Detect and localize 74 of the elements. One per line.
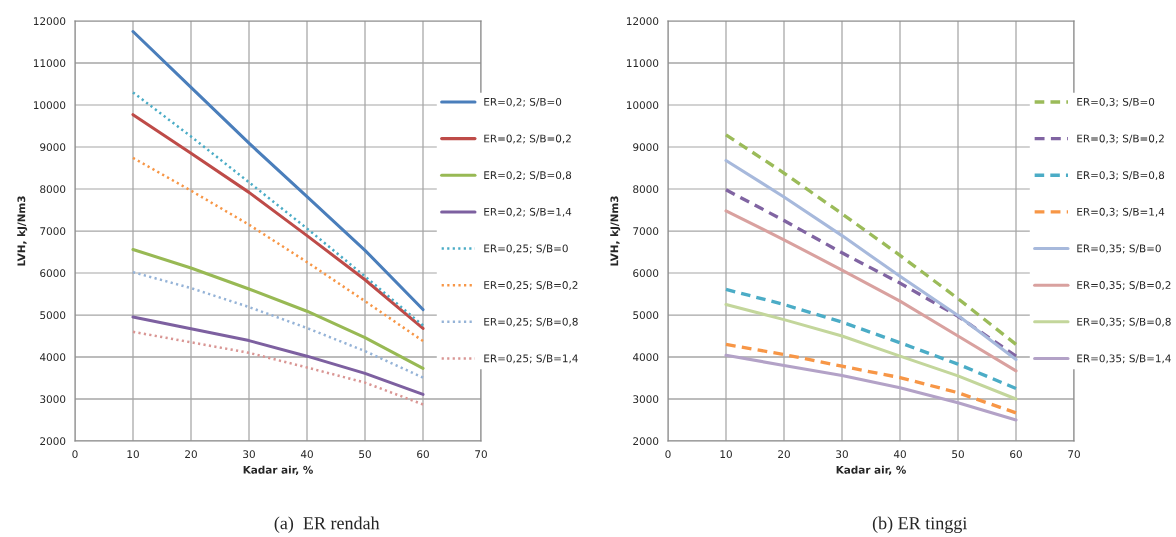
- y-tick-label: 2000: [40, 437, 66, 446]
- line-series: [724, 302, 1018, 401]
- y-tick-label: 5000: [40, 311, 66, 320]
- x-tick-label: 30: [836, 450, 848, 459]
- y-tick-label: 11000: [626, 59, 659, 68]
- y-tick-label: 12000: [33, 17, 66, 26]
- y-tick-label: 6000: [40, 269, 66, 278]
- legend-label: ER=0,35; S/B=0,2: [1077, 281, 1171, 291]
- y-tick-label: 11000: [33, 59, 66, 68]
- text: (a) ER rendah: [274, 516, 380, 533]
- y-tick-label: 4000: [632, 353, 659, 362]
- x-tick-label: 70: [1068, 450, 1080, 459]
- legend-label: ER=0,35; S/B=0,8: [1077, 317, 1171, 327]
- x-tick-label: 30: [243, 450, 255, 459]
- y-tick-label: 12000: [626, 17, 659, 26]
- legend-label: ER=0,3; S/B=1,4: [1077, 207, 1165, 217]
- legend-label: ER=0,25; S/B=1,4: [484, 354, 578, 364]
- legend-label: ER=0,25; S/B=0,8: [484, 317, 578, 327]
- x-tick-label: 40: [893, 450, 906, 459]
- x-tick-label: 60: [1010, 450, 1022, 459]
- line-series: [724, 287, 1018, 391]
- x-axis-title: Kadar air, %: [836, 465, 906, 476]
- x-tick-label: 70: [475, 450, 487, 459]
- x-axis-title: Kadar air, %: [243, 465, 313, 476]
- line-series: [131, 29, 425, 312]
- y-tick-label: 7000: [40, 227, 66, 236]
- legend-label: ER=0,35; S/B=0: [1077, 244, 1161, 254]
- y-tick-label: 2000: [633, 437, 659, 446]
- line-series: [724, 133, 1018, 347]
- y-tick-label: 8000: [40, 185, 66, 194]
- line-series: [724, 353, 1018, 422]
- x-tick-label: 0: [72, 450, 78, 459]
- y-tick-label: 10000: [33, 101, 66, 110]
- y-tick-label: 10000: [626, 101, 659, 110]
- x-tick-label: 10: [720, 450, 732, 459]
- y-tick-label: 4000: [39, 353, 66, 362]
- x-tick-label: 0: [665, 450, 671, 459]
- line-series: [724, 158, 1018, 362]
- legend-label: ER=0,3; S/B=0,8: [1077, 171, 1165, 181]
- y-tick-label: 9000: [40, 143, 66, 152]
- y-tick-label: 8000: [633, 185, 659, 194]
- x-tick-label: 10: [127, 450, 139, 459]
- legend-label: ER=0,3; S/B=0: [1077, 97, 1155, 107]
- line-series: [131, 156, 425, 343]
- x-tick-label: 50: [359, 450, 371, 459]
- y-tick-label: 3000: [633, 395, 659, 404]
- legend-label: ER=0,35; S/B=1,4: [1077, 354, 1171, 364]
- y-tick-label: 5000: [633, 311, 659, 320]
- line-series: [131, 315, 425, 396]
- y-axis-title: LVH, kJ/Nm3: [610, 196, 621, 266]
- x-tick-label: 50: [952, 450, 964, 459]
- text: (b) ER tinggi: [872, 516, 968, 534]
- x-tick-label: 20: [778, 450, 790, 459]
- x-tick-label: 60: [417, 450, 429, 459]
- x-tick-label: 40: [300, 450, 313, 459]
- legend-label: ER=0,3; S/B=0,2: [1077, 134, 1164, 144]
- y-tick-label: 6000: [633, 269, 659, 278]
- y-tick-label: 9000: [633, 143, 659, 152]
- line-series: [131, 270, 425, 379]
- line-series: [724, 209, 1018, 373]
- legend-label: ER=0,2; S/B=0,2: [484, 134, 571, 144]
- line-series: [131, 247, 425, 370]
- line-series: [724, 342, 1018, 415]
- legend-label: ER=0,25; S/B=0: [484, 244, 568, 254]
- x-tick-label: 20: [185, 450, 197, 459]
- y-tick-label: 7000: [633, 227, 659, 236]
- line-series: [131, 330, 425, 406]
- y-tick-label: 3000: [40, 395, 66, 404]
- legend-label: ER=0,2; S/B=0,8: [484, 171, 572, 181]
- legend-label: ER=0,2; S/B=0: [484, 97, 562, 107]
- legend-label: ER=0,25; S/B=0,2: [484, 281, 578, 291]
- legend-label: ER=0,2; S/B=1,4: [484, 207, 572, 217]
- line-series: [724, 188, 1018, 358]
- y-axis-title: LVH, kJ/Nm3: [17, 196, 28, 266]
